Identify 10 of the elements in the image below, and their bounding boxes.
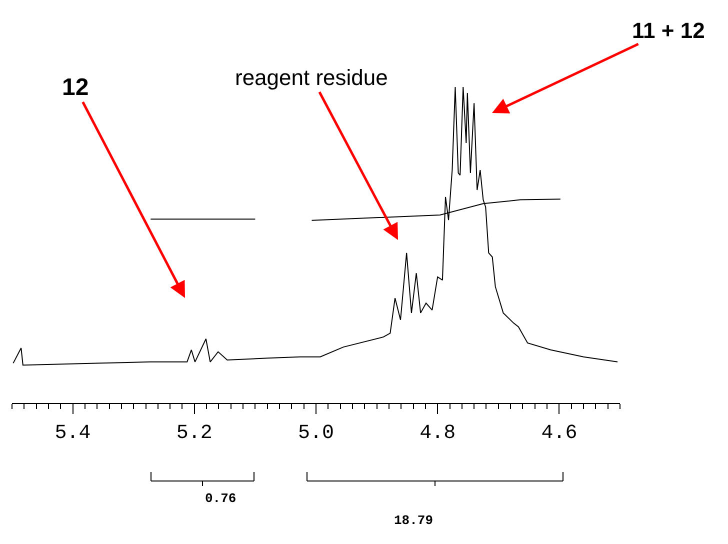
annotation: 12 [62, 74, 89, 101]
x-tick-label: 5.2 [176, 422, 212, 445]
x-tick-label: 4.8 [420, 422, 456, 445]
text: 11 + 12 [632, 18, 705, 43]
text: 18.79 [394, 513, 434, 528]
text: 0.76 [205, 491, 236, 506]
x-tick-label: 5.0 [298, 422, 334, 445]
x-tick-label: 4.6 [541, 422, 578, 445]
x-tick-label: 5.4 [54, 422, 91, 445]
annotation: reagent residue [235, 65, 388, 90]
